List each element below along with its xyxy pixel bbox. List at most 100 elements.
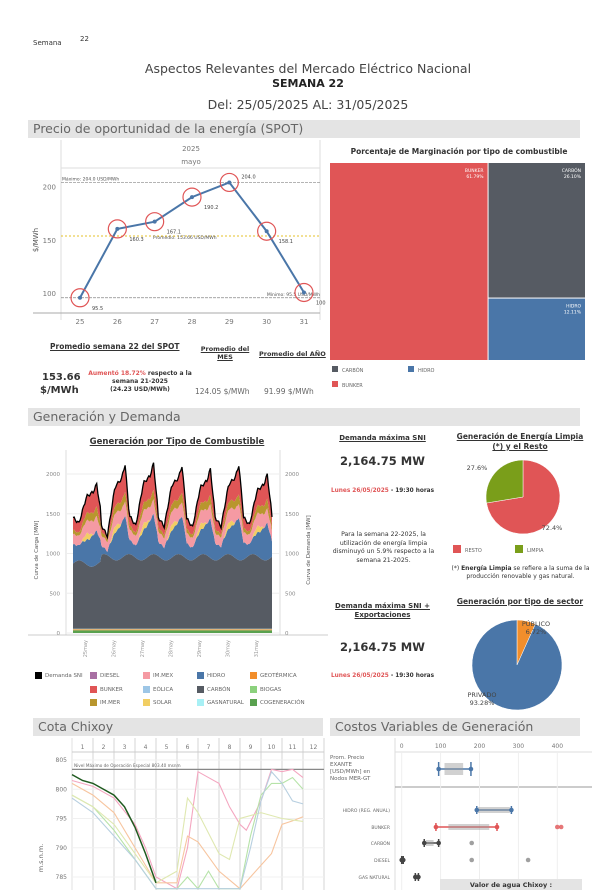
y-tick: 0 bbox=[57, 631, 61, 637]
month-tick: 9 bbox=[249, 744, 253, 751]
max-exp-title: Demanda máxima SNI + Exportaciones bbox=[335, 602, 430, 619]
y-tick: 805 bbox=[56, 757, 68, 764]
section-costs: Costos Variables de Generación bbox=[330, 718, 580, 736]
y-tick: 795 bbox=[56, 816, 68, 823]
max-sni-time: - 19:30 horas bbox=[388, 488, 435, 494]
y-tick-right: 0 bbox=[285, 631, 289, 637]
y-tick: 785 bbox=[56, 874, 68, 881]
data-label: 160.3 bbox=[129, 237, 143, 243]
treemap-cell-value: 61.79% bbox=[466, 174, 484, 180]
x-tick: 30 bbox=[262, 318, 271, 326]
data-point bbox=[152, 219, 157, 224]
costs-boxplot: 0 100 200 300 400 Prom. Precio EXANTE [USD/MWh]… bbox=[330, 738, 592, 890]
section-spot: Precio de oportunidad de la energía (SPO… bbox=[28, 120, 580, 138]
year-label: 2025 bbox=[182, 145, 200, 153]
max-sni-date: Lunes 26/05/2025 bbox=[330, 488, 389, 494]
y-tick: 1500 bbox=[46, 512, 60, 518]
chixoy-series bbox=[71, 776, 304, 890]
clean-energy-note: Para la semana 22-2025, la utilización d… bbox=[332, 531, 435, 564]
x-tick: 31 bbox=[300, 318, 309, 326]
chixoy-series bbox=[71, 770, 304, 890]
avg-year-value: 91.99 $/MWh bbox=[264, 387, 314, 396]
avg-month-value: 124.05 $/MWh bbox=[195, 387, 250, 396]
chixoy-series bbox=[71, 782, 304, 890]
resto-label: 72.4% bbox=[542, 524, 563, 532]
y-tick: 800 bbox=[56, 786, 68, 793]
outlier bbox=[558, 824, 564, 830]
max-exp-value: 2,164.75 MW bbox=[340, 640, 425, 654]
max-point bbox=[509, 807, 514, 813]
min-point bbox=[421, 840, 427, 846]
x-tick: 31may bbox=[254, 640, 260, 657]
legend-label: HIDRO bbox=[207, 672, 226, 679]
legend-swatch bbox=[515, 545, 523, 553]
pie-slice-limpia bbox=[485, 459, 524, 504]
legend-item: IM.MEX bbox=[143, 672, 173, 679]
month-tick: 5 bbox=[165, 744, 169, 751]
legend-label: CARBÓN bbox=[207, 686, 231, 693]
pie-slice-privado bbox=[471, 619, 563, 711]
x-tick: 30may bbox=[225, 640, 231, 657]
row-label: Prom. Precio EXANTE [USD/MWh] en Nodos MER-… bbox=[330, 755, 371, 782]
data-point bbox=[301, 290, 306, 295]
legend-swatch bbox=[408, 366, 414, 372]
legend-item: BIOGAS bbox=[250, 686, 281, 693]
month-tick: 6 bbox=[186, 744, 190, 751]
legend-swatch bbox=[90, 686, 97, 693]
limpia-label: 27.6% bbox=[467, 464, 488, 472]
x-tick: 26 bbox=[113, 318, 122, 326]
legend-swatch bbox=[143, 686, 150, 693]
report-subtitle: SEMANA 22 bbox=[272, 77, 344, 90]
legend-swatch bbox=[197, 686, 204, 693]
change-rest: respecto a la semana 21-2025 bbox=[112, 370, 192, 385]
area-hidro bbox=[73, 513, 272, 567]
month-tick: 2 bbox=[102, 744, 106, 751]
clean-footnote: (*) Energía Limpia se refiere a la suma … bbox=[448, 565, 593, 581]
x-tick: 27may bbox=[140, 640, 146, 657]
chixoy-chart: 1 2 3 4 5 6 7 8 9 10 11 12785790795800805m.s.n.m.Ni… bbox=[37, 738, 325, 890]
max-point bbox=[436, 840, 441, 846]
treemap-cell-name: BUNKER bbox=[465, 168, 484, 174]
legend-swatch bbox=[90, 672, 97, 679]
row-label: HIDRO (REG. ANUAL) bbox=[343, 808, 391, 814]
box bbox=[444, 763, 464, 775]
section-chixoy: Cota Chixoy bbox=[33, 718, 323, 736]
legend-item: EÓLICA bbox=[143, 686, 173, 693]
reference-label: Máximo: 204.0 USD/MWh bbox=[62, 175, 119, 182]
max-point bbox=[494, 824, 500, 830]
legend-swatch bbox=[35, 672, 42, 679]
y-axis-label: m.s.n.m. bbox=[37, 844, 45, 872]
x-tick: 25may bbox=[83, 640, 89, 657]
report-title: Aspectos Relevantes del Mercado Eléctric… bbox=[144, 61, 472, 76]
x-tick: 27 bbox=[150, 318, 159, 326]
month-tick: 7 bbox=[207, 744, 211, 751]
highlight-circle bbox=[294, 282, 314, 303]
legend-label: CARBÓN bbox=[342, 367, 364, 374]
month-tick: 4 bbox=[144, 744, 148, 751]
min-point bbox=[436, 766, 441, 772]
highlight-circle bbox=[257, 221, 277, 241]
highlight-circle bbox=[107, 219, 127, 239]
legend-label: COGENERACIÓN bbox=[260, 699, 305, 706]
box bbox=[477, 807, 510, 813]
highlight-circle bbox=[182, 187, 202, 207]
max-sni-datetime: Lunes 26/05/2025 - 19:30 horas bbox=[325, 488, 440, 494]
footnote-star: (*) bbox=[451, 565, 462, 572]
data-point bbox=[78, 295, 82, 300]
legend-item: IM.MER bbox=[90, 699, 120, 706]
generation-chart-title: Generación por Tipo de Combustible bbox=[89, 437, 265, 447]
area-im.mer bbox=[73, 489, 272, 543]
avg-month-title: Promedio del MES bbox=[200, 345, 250, 361]
legend-label: DIESEL bbox=[100, 672, 120, 679]
x-tick: 29may bbox=[197, 640, 203, 657]
y-tick: 1000 bbox=[46, 552, 60, 558]
x-tick: 0 bbox=[400, 743, 404, 750]
avg-week-value: 153.66 bbox=[42, 372, 81, 383]
legend-item: SOLAR bbox=[143, 699, 172, 706]
section-generation: Generación y Demanda bbox=[28, 408, 580, 426]
month-tick: 8 bbox=[228, 744, 232, 751]
week-label: Semana bbox=[33, 39, 62, 47]
max-point bbox=[400, 857, 406, 863]
